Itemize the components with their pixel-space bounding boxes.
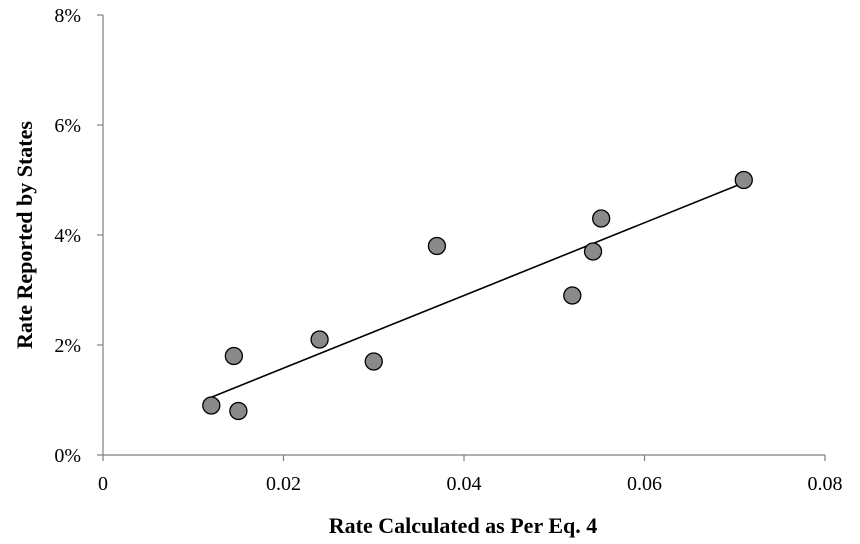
data-point — [734, 170, 753, 190]
trendline — [211, 182, 745, 398]
y-tick-label: 4% — [54, 225, 81, 247]
x-axis-title: Rate Calculated as Per Eq. 4 — [329, 513, 597, 538]
y-axis-title: Rate Reported by States — [12, 121, 37, 349]
data-point — [224, 346, 244, 366]
x-tick-label: 0 — [98, 473, 108, 495]
x-tick-label: 0.06 — [627, 473, 662, 495]
data-point — [310, 330, 329, 349]
data-point — [202, 396, 221, 415]
y-tick-label: 0% — [54, 445, 81, 467]
data-point — [563, 286, 582, 305]
data-point — [427, 236, 447, 256]
y-tick-label: 8% — [54, 5, 81, 27]
trendline-layer — [211, 182, 745, 398]
y-axis: 0% 2% 4% 6% 8% — [54, 5, 104, 467]
x-tick-label: 0.02 — [266, 473, 301, 495]
x-axis: 0 0.02 0.04 0.06 0.08 — [98, 454, 843, 495]
data-point — [364, 352, 383, 371]
y-tick-label: 2% — [54, 335, 81, 357]
data-point — [583, 242, 603, 261]
data-point — [229, 401, 248, 421]
data-point — [592, 209, 611, 228]
x-tick-label: 0.08 — [808, 473, 843, 495]
x-tick-label: 0.04 — [447, 473, 482, 495]
y-tick-label: 6% — [54, 115, 81, 137]
points-layer — [202, 170, 753, 421]
